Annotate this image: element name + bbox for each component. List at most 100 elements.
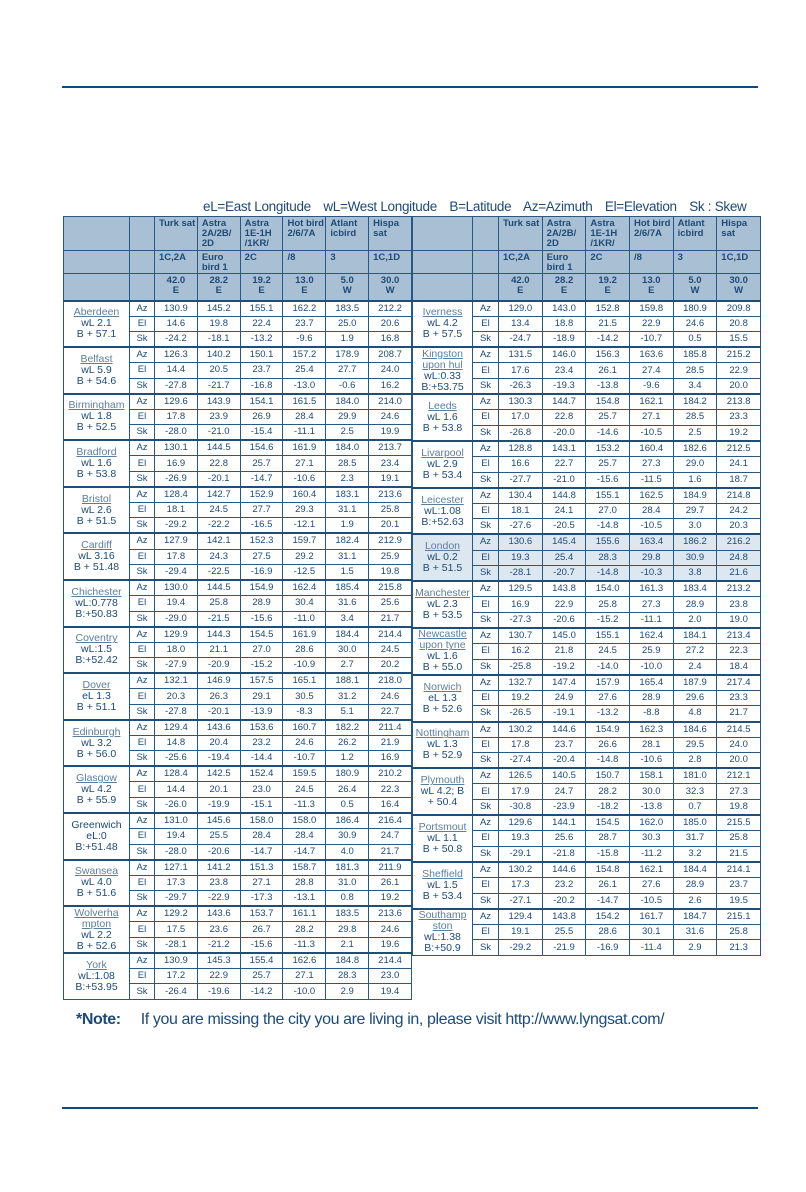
value-cell-az: 214.8	[716, 486, 761, 504]
value-cell-az: 162.6	[282, 951, 327, 969]
value-cell-az: 130.0	[154, 579, 198, 597]
value-cell-sk: 15.5	[716, 331, 761, 348]
value-cell-sk: -30.8	[498, 799, 543, 816]
row-label: Az	[472, 346, 499, 364]
value-cell-az: 128.4	[154, 485, 198, 503]
value-cell-el: 26.7	[239, 921, 284, 938]
value-cell-sk: 19.2	[716, 424, 761, 442]
value-cell-sk: -29.2	[498, 939, 543, 956]
value-cell-az: 153.2	[585, 439, 630, 457]
value-cell-az: 153.7	[239, 905, 284, 923]
value-cell-az: 154.8	[585, 393, 630, 411]
value-cell-el: 28.4	[239, 828, 284, 845]
satellite-subname: Euro bird 1	[196, 250, 241, 274]
row-label: El	[129, 967, 155, 985]
table-row-sk: Sk -26.0 -19.9 -15.1 -11.3 0.5 16.4	[64, 797, 412, 814]
value-cell-az: 184.0	[325, 439, 370, 457]
city-cell: York wL:1.08 B:+53.95	[63, 951, 130, 1000]
value-cell-el: 29.1	[239, 688, 284, 705]
value-cell-az: 154.9	[239, 579, 284, 597]
footnote: *Note: If you are missing the city you ar…	[76, 1010, 665, 1030]
city-cell: London wL 0.2 B + 51.5	[412, 533, 473, 582]
table-row-az: Wolverha mpton wL 2.2 B + 52.6 Az 129.2 143.6…	[63, 905, 412, 954]
value-cell-el: 31.1	[325, 501, 370, 519]
value-cell-el: 16.9	[154, 455, 198, 472]
value-cell-el: 28.4	[282, 408, 327, 426]
city-cell: Cardiff wL 3.16 B + 51.48	[63, 532, 130, 581]
value-cell-sk: 20.1	[368, 517, 412, 534]
value-cell-el: 24.5	[196, 501, 241, 519]
value-cell-az: 186.2	[672, 533, 718, 551]
value-cell-az: 158.0	[239, 812, 284, 830]
value-cell-sk: 21.7	[716, 705, 761, 723]
value-cell-sk: -20.0	[541, 424, 587, 442]
city-coordinates: B + 53.4	[422, 468, 463, 481]
value-cell-az: 129.6	[154, 392, 198, 410]
table-row-az: Leicester wL:1.08 B:+52.63 Az 130.4 144.8 155.…	[412, 486, 761, 535]
value-cell-sk: 0.5	[325, 797, 370, 814]
city-name: Manchester	[415, 587, 470, 600]
value-cell-sk: 0.8	[325, 890, 370, 907]
city-name: London	[424, 540, 461, 553]
value-cell-sk: -21.8	[541, 845, 587, 863]
row-label: El	[129, 781, 155, 798]
value-cell-el: 19.3	[498, 549, 543, 567]
row-label: El	[129, 315, 155, 333]
value-cell-az: 154.9	[585, 720, 630, 738]
value-cell-az: 162.4	[282, 579, 327, 597]
value-cell-sk: 1.6	[672, 471, 718, 489]
row-label: Az	[472, 860, 499, 878]
legend-item: Sk : Skew	[689, 199, 747, 214]
value-cell-sk: -10.5	[628, 424, 674, 442]
value-cell-az: 214.1	[716, 860, 761, 878]
value-cell-sk: -29.0	[154, 610, 198, 628]
value-cell-az: 184.6	[672, 720, 718, 738]
orbital-degrees: 30.0	[380, 275, 400, 286]
satellite-orbital-position: 5.0 W	[325, 273, 370, 301]
value-cell-sk: 2.9	[325, 983, 370, 1000]
value-cell-sk: -21.0	[541, 471, 587, 489]
value-cell-el: 27.2	[672, 643, 718, 660]
header-blank-cell	[63, 250, 130, 274]
value-cell-el: 27.7	[239, 501, 284, 519]
value-cell-az: 154.2	[585, 907, 630, 925]
value-cell-az: 186.4	[325, 812, 370, 830]
table-row-el: El 17.3 23.2 26.1 27.6 28.9 23.7	[413, 876, 761, 894]
value-cell-el: 30.5	[282, 688, 327, 705]
city-coordinates: B + 55.9	[76, 794, 117, 807]
orbital-degrees: 5.0	[340, 275, 354, 286]
orbital-direction: E	[301, 285, 308, 296]
value-cell-el: 24.0	[716, 736, 761, 754]
table-row-az: Southamp ston wL:1.38 B:+50.9 Az 129.4 143.8 1…	[412, 907, 761, 956]
value-cell-sk: -10.7	[282, 750, 327, 767]
table-row-az: Plymouth wL 4.2; B + 50.4 Az 126.5 140.5 150.7…	[412, 767, 761, 816]
legend-item: B=Latitude	[449, 199, 512, 214]
value-cell-sk: -28.1	[498, 565, 543, 582]
value-cell-sk: -8.8	[628, 705, 674, 723]
value-cell-el: 25.6	[541, 830, 587, 847]
value-cell-el: 26.1	[368, 874, 412, 892]
value-cell-el: 17.8	[498, 736, 543, 754]
value-cell-el: 20.6	[368, 315, 412, 333]
value-cell-az: 160.4	[628, 439, 674, 457]
city-name: Greenwich	[71, 818, 122, 831]
value-cell-sk: -20.9	[196, 657, 241, 674]
value-cell-az: 210.2	[368, 765, 412, 783]
row-label: Sk	[472, 752, 499, 769]
value-cell-sk: -20.7	[541, 565, 587, 582]
value-cell-el: 26.2	[325, 734, 370, 752]
value-cell-az: 156.3	[585, 346, 630, 364]
value-cell-sk: -15.4	[239, 424, 284, 441]
value-cell-az: 215.8	[368, 579, 412, 597]
value-cell-az: 152.8	[585, 299, 630, 317]
value-cell-sk: -10.0	[628, 658, 674, 676]
table-row-sk: Sk -27.4 -20.4 -14.8 -10.6 2.8 20.0	[413, 752, 761, 769]
value-cell-sk: -26.8	[498, 424, 543, 442]
row-label: El	[129, 688, 155, 705]
value-cell-sk: 19.6	[368, 936, 412, 954]
table-row-az: Cardiff wL 3.16 B + 51.48 Az 127.9 142.1 152.3…	[63, 532, 412, 581]
value-cell-sk: -27.9	[154, 657, 198, 674]
value-cell-el: 27.7	[325, 362, 370, 379]
value-cell-az: 146.0	[541, 346, 587, 364]
table-row-az: Bristol wL 2.6 B + 51.5 Az 128.4 142.7 152.9 16…	[63, 485, 412, 534]
